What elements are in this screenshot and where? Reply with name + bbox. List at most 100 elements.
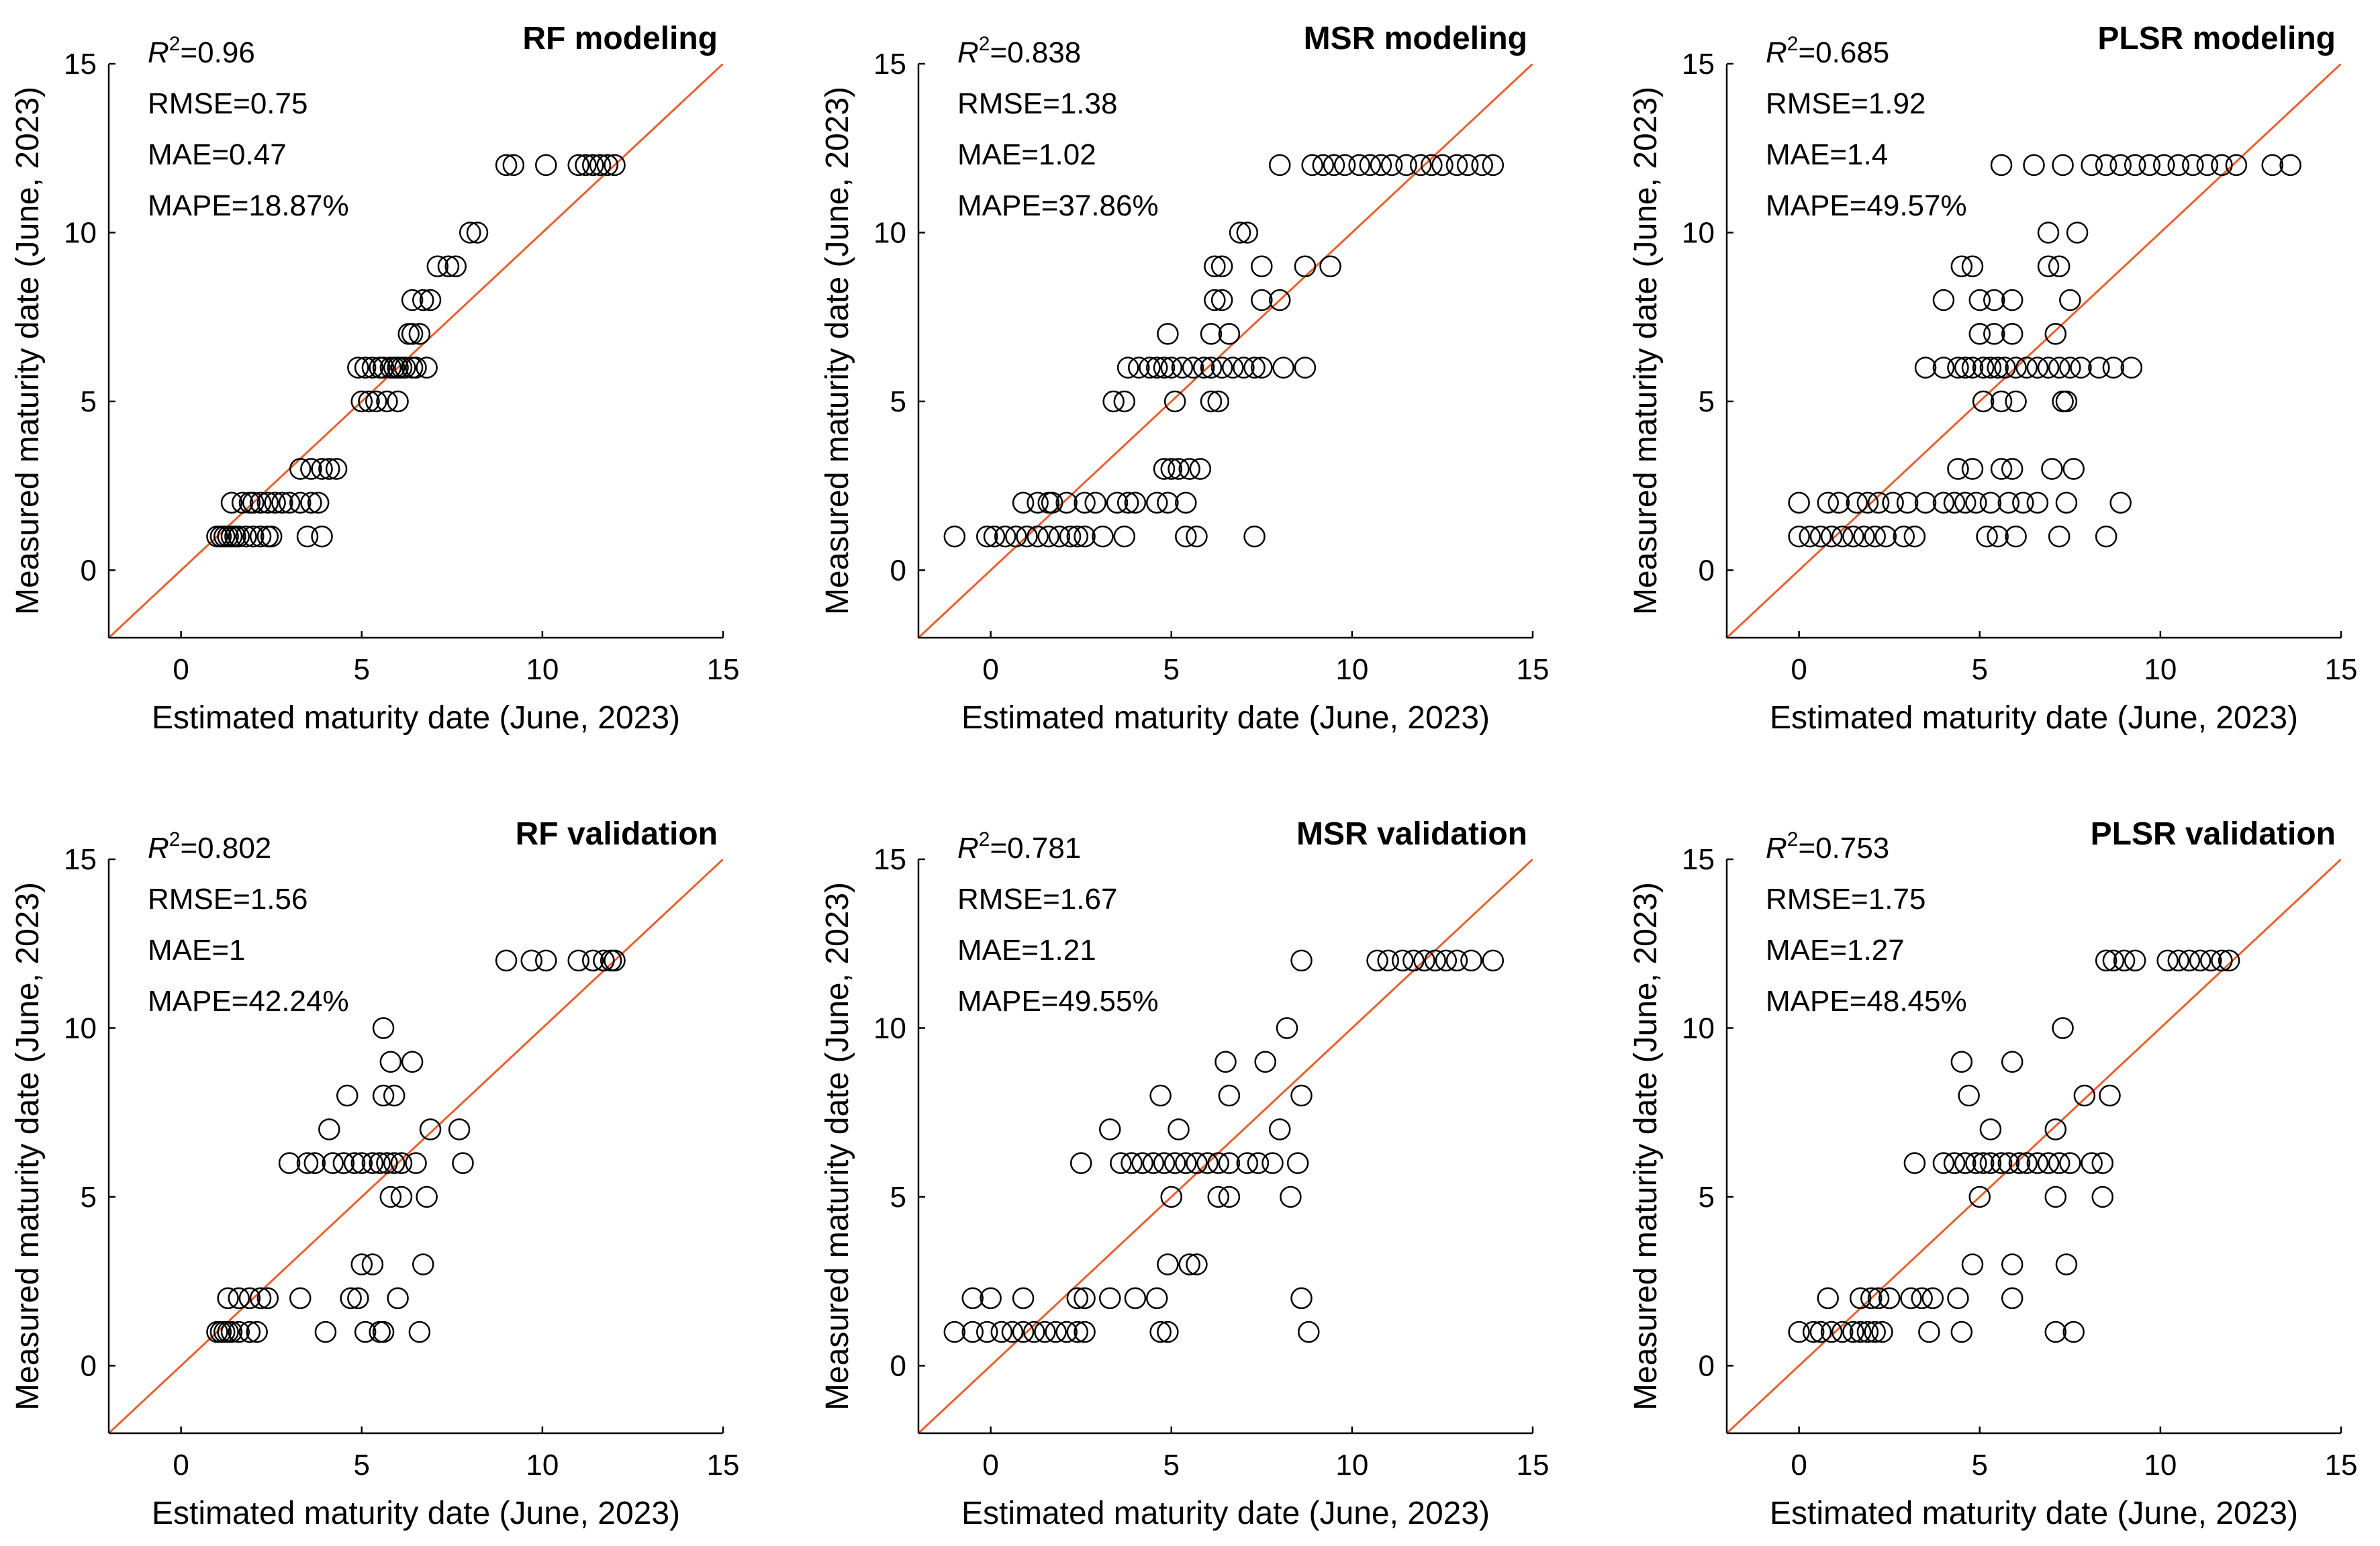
x-axis-label: Estimated maturity date (June, 2023) [1770,1496,2298,1531]
data-point [401,289,424,311]
data-point [994,525,1016,548]
data-point [1482,949,1505,972]
data-point [1106,491,1129,514]
data-point [581,154,604,177]
data-point [419,1118,442,1141]
y-tick-label: 0 [1699,1349,1715,1382]
data-point [1189,458,1212,480]
data-point [1218,323,1241,345]
data-point [495,949,518,972]
data-point [2055,491,2078,514]
x-tick-label: 15 [1517,1449,1550,1482]
data-point [1903,525,1926,548]
data-point [350,1152,373,1174]
data-point [1186,1253,1208,1275]
y-tick-label: 10 [64,216,97,249]
r-squared-stat: R2=0.753 [1766,828,1889,865]
data-point [1421,154,1443,177]
data-point [1849,1320,1872,1343]
x-tick-label: 15 [707,653,740,686]
data-point [1319,255,1341,278]
data-point [2211,949,2233,972]
data-point [2062,458,2085,480]
data-point [220,1320,243,1343]
x-axis-label: Estimated maturity date (June, 2023) [152,700,680,736]
data-point [1900,1287,1922,1310]
data-point [1160,1186,1183,1208]
r-squared-stat: R2=0.685 [1766,33,1889,69]
data-point [332,1152,355,1174]
data-point [1788,1320,1810,1343]
data-point [318,1118,340,1141]
data-point [1896,491,1919,514]
data-point [1968,323,1991,345]
data-point [350,390,373,413]
data-point [1233,356,1255,379]
data-point [2001,1253,2024,1275]
x-tick-label: 0 [1791,653,1807,686]
data-point [1990,1152,2013,1174]
data-point [2189,949,2211,972]
data-point [412,289,434,311]
x-tick-label: 15 [1517,653,1550,686]
data-point [2099,1084,2121,1107]
data-point [1215,1051,1237,1073]
data-point [2026,1152,2049,1174]
data-point [1932,356,1955,379]
data-point [1110,1152,1132,1174]
data-point [1954,491,1977,514]
data-point [2044,1118,2067,1141]
data-point [343,1152,366,1174]
data-point [466,222,489,244]
data-point [1153,458,1176,480]
data-point [2037,222,2060,244]
data-point [238,1320,261,1343]
data-point [1247,1152,1270,1174]
data-point [1121,1152,1143,1174]
data-point [1867,491,1890,514]
data-point [1932,491,1955,514]
data-point [336,1084,359,1107]
mae-stat: MAE=1.4 [1766,138,1888,171]
data-point [1871,1320,1893,1343]
data-point [379,1186,402,1208]
data-point [1987,356,2009,379]
data-point [1251,356,1273,379]
data-point [1149,1320,1172,1343]
panel-3: 0 5 10 15 0 5 10 15 Estimated maturity date (Jun… [1628,21,2357,736]
data-point [1157,323,1179,345]
data-point [1867,1287,1890,1310]
y-tick-label: 5 [890,385,906,418]
y-axis-label: Measured maturity date (June, 2023) [1628,87,1664,615]
data-point [376,1152,398,1174]
y-tick-label: 5 [81,385,97,418]
r-squared-stat: R2=0.96 [148,33,255,69]
data-point [2059,356,2081,379]
data-point [1254,1051,1276,1073]
mae-stat: MAE=1.02 [957,138,1096,171]
data-point [1972,356,1995,379]
data-point [1157,1320,1179,1343]
data-point [1961,255,1984,278]
y-tick-label: 10 [873,216,906,249]
data-point [1893,525,1915,548]
data-point [1914,356,1937,379]
data-point [452,1152,474,1174]
data-point [1983,323,2005,345]
data-point [1207,390,1229,413]
data-point [1153,356,1176,379]
data-point [1802,1320,1825,1343]
data-point [1976,525,1998,548]
x-tick-label: 0 [982,1449,998,1482]
data-point [444,255,467,278]
data-point [535,154,557,177]
x-tick-label: 10 [1335,1449,1368,1482]
data-point [347,1287,369,1310]
panel-title: PLSR validation [2091,816,2336,852]
data-point [1947,458,1969,480]
data-point [2124,154,2146,177]
data-point [1402,949,1425,972]
data-point [1377,949,1399,972]
data-point [2026,356,2049,379]
